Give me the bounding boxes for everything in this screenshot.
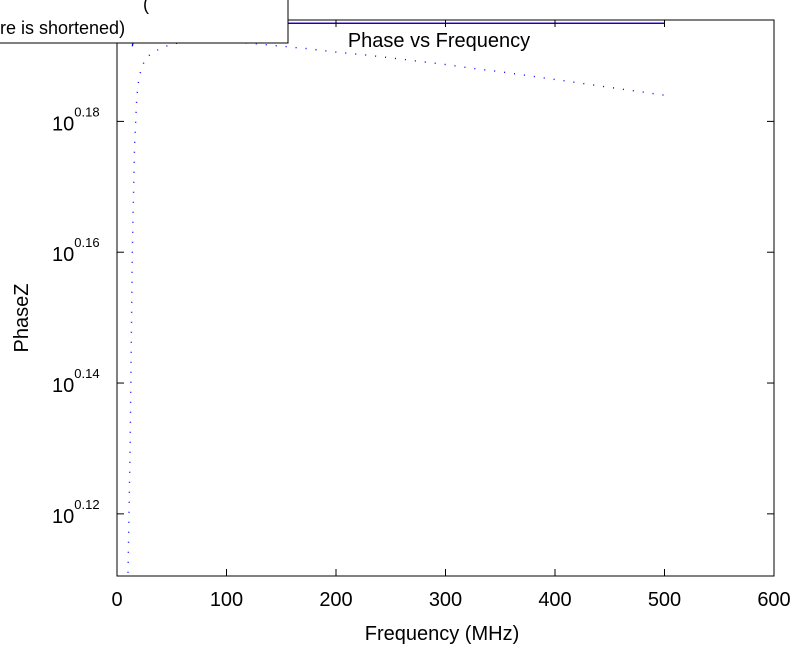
plot-background <box>117 20 774 576</box>
y-tick-label: 100.18 <box>52 104 100 135</box>
y-tick-exponent: 0.18 <box>74 104 99 119</box>
y-axis-label: PhaseZ <box>11 284 33 353</box>
x-tick-label: 300 <box>429 589 462 611</box>
legend-frame <box>0 0 289 44</box>
chart-title: Phase vs Frequency <box>348 30 530 52</box>
legend-line-2: re is shortened) <box>0 18 125 38</box>
y-tick-label: 100.12 <box>52 497 100 528</box>
y-tick-label: 100.14 <box>52 366 100 397</box>
y-tick-exponent: 0.12 <box>74 497 99 512</box>
y-tick-base: 10 <box>52 375 74 397</box>
y-tick-base: 10 <box>52 113 74 135</box>
x-tick-label: 0 <box>111 589 122 611</box>
y-tick-exponent: 0.16 <box>74 235 99 250</box>
ticks-layer: 0 100 200 300 400 500 600100.12100.14100.16100… <box>52 20 791 611</box>
x-tick-label: 100 <box>210 589 243 611</box>
x-tick-label: 500 <box>648 589 681 611</box>
x-tick-label: 600 <box>757 589 790 611</box>
x-axis-label: Frequency (MHz) <box>365 623 519 645</box>
x-tick-label: 200 <box>319 589 352 611</box>
y-tick-exponent: 0.14 <box>74 366 99 381</box>
legend-line-1: ( <box>143 0 149 14</box>
y-tick-base: 10 <box>52 506 74 528</box>
y-tick-label: 100.16 <box>52 235 100 266</box>
legend: ( re is shortened) <box>0 0 289 44</box>
x-tick-label: 400 <box>538 589 571 611</box>
plot-area <box>117 20 774 576</box>
y-tick-base: 10 <box>52 244 74 266</box>
